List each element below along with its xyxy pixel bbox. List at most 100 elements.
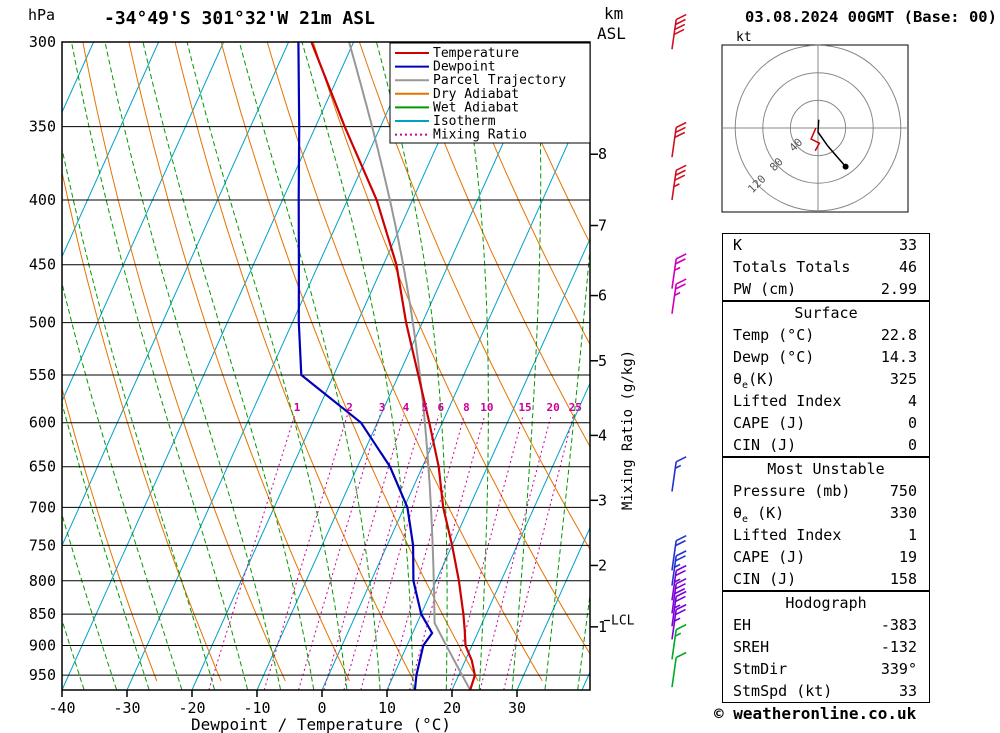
- isotherm-line: [386, 237, 590, 690]
- isotherm-line: [451, 382, 590, 690]
- mixing-ratio-value-label: 25: [569, 401, 582, 414]
- km-tick-label: 4: [598, 426, 607, 444]
- table-row: Lifted Index 1: [723, 524, 929, 546]
- wet-adiabat: [375, 42, 448, 690]
- table-row-label: Temp (°C): [733, 326, 815, 344]
- table-row-label: K: [733, 236, 743, 254]
- km-tick-label: 2: [598, 556, 607, 574]
- legend-label: Mixing Ratio: [433, 128, 527, 143]
- wet-adiabat: [62, 401, 150, 690]
- table-row-value: 46: [898, 258, 917, 276]
- dry-adiabat: [174, 42, 415, 682]
- table-row-label: Pressure (mb): [733, 482, 851, 500]
- wet-adiabat: [577, 590, 590, 690]
- pressure-tick-label: 950: [29, 666, 56, 684]
- table-row-value: 33: [898, 682, 917, 700]
- isotherm-line: [126, 42, 420, 690]
- wind-barb: [671, 164, 687, 201]
- hodograph-trace-red: [810, 127, 821, 152]
- wind-barb-staff: [671, 657, 677, 688]
- table-row-label: θe(K): [733, 370, 776, 391]
- km-tick-label: 1: [598, 618, 607, 636]
- mixing-ratio-line: [449, 415, 524, 690]
- wind-barb: [671, 651, 687, 688]
- wind-barb-half-feather: [674, 464, 682, 469]
- table-most-unstable: Most Unstable Pressure (mb) 750 θe (K) 330 Li…: [722, 457, 930, 591]
- table-row: StmSpd (kt) 33: [723, 680, 929, 702]
- table-row: K 33: [723, 234, 929, 256]
- wind-barb-feather: [675, 595, 686, 603]
- table-row: CAPE (J) 0: [723, 412, 929, 434]
- wet-adiabat: [104, 42, 281, 690]
- wet-adiabat: [301, 42, 414, 690]
- table-row: Pressure (mb) 750: [723, 480, 929, 502]
- pressure-tick-label: 850: [29, 605, 56, 623]
- isotherm-line: [516, 526, 590, 690]
- table-row: StmDir 339°: [723, 658, 929, 680]
- wet-adiabat: [62, 512, 117, 690]
- temp-tick-label: 30: [508, 699, 526, 717]
- wind-barb: [671, 456, 687, 492]
- table-row-value: 2.99: [880, 280, 917, 298]
- table-row-label: CIN (J): [733, 570, 797, 588]
- legend-label: Isotherm: [433, 114, 496, 129]
- wet-adiabat: [186, 42, 348, 690]
- wind-barb-feather: [675, 283, 686, 290]
- table-row-value: 14.3: [880, 348, 917, 366]
- wind-barb-feather: [675, 13, 687, 21]
- wind-barb-staff: [671, 461, 677, 492]
- wind-barb-half-feather: [674, 604, 681, 609]
- table-row: θe(K) 325: [723, 368, 929, 391]
- wind-barb-feather: [675, 590, 687, 598]
- wet-adiabat: [511, 42, 542, 690]
- mixing-ratio-line: [503, 415, 574, 690]
- pressure-axis-unit: hPa: [28, 6, 56, 24]
- wet-adiabat: [457, 42, 489, 690]
- table-row: Totals Totals 46: [723, 256, 929, 278]
- table-row-label: SREH: [733, 638, 770, 656]
- plot-border: [61, 41, 591, 691]
- temp-tick-label: -20: [178, 699, 205, 717]
- dewpoint-curve: [297, 42, 434, 690]
- wet-adiabat: [142, 42, 315, 690]
- mixing-ratio-line: [360, 415, 440, 690]
- wind-barb-feather: [675, 623, 687, 631]
- wind-barb: [671, 121, 687, 158]
- temp-tick-label: 0: [317, 699, 326, 717]
- wind-barb-feather: [675, 564, 687, 572]
- wind-barb-half-feather: [674, 563, 681, 568]
- mixing-ratio-value-label: 10: [480, 401, 493, 414]
- dry-adiabat: [358, 42, 590, 551]
- pressure-tick-label: 350: [29, 118, 56, 136]
- table-row-label: CAPE (J): [733, 414, 806, 432]
- wind-barb-feather: [675, 651, 687, 659]
- table-row-value: 0: [907, 414, 917, 432]
- wind-barb: [671, 278, 687, 314]
- wind-barb-feather: [675, 456, 687, 463]
- mixing-ratio-value-label: 20: [546, 401, 559, 414]
- wind-barb-feather: [675, 578, 687, 585]
- wind-barb-feather: [675, 555, 686, 562]
- table-title: Most Unstable: [767, 460, 885, 478]
- temperature-curve: [310, 42, 477, 690]
- parcel-trajectory-curve: [348, 42, 472, 690]
- wind-barb-staff: [671, 629, 677, 660]
- mixing-ratio-value-label: 2: [346, 401, 353, 414]
- wind-barb-feather: [674, 23, 686, 31]
- pressure-tick-label: 400: [29, 191, 56, 209]
- wet-adiabat: [544, 242, 590, 690]
- wind-barb-half-feather: [674, 266, 681, 272]
- isotherm-line: [62, 42, 355, 690]
- table-row-label: θe (K): [733, 504, 785, 525]
- table-row-value: 339°: [880, 660, 917, 678]
- wind-barb-feather: [675, 278, 687, 285]
- dry-adiabat: [62, 169, 222, 682]
- copyright: © weatheronline.co.uk: [714, 704, 917, 723]
- table-row-label: StmDir: [733, 660, 788, 678]
- hodograph-ring: [762, 72, 874, 184]
- wind-barb-feather: [675, 258, 686, 265]
- pressure-tick-label: 700: [29, 498, 56, 516]
- table-row-value: 0: [907, 436, 917, 454]
- temp-tick-label: 20: [443, 699, 461, 717]
- wind-barb-feather: [675, 550, 687, 557]
